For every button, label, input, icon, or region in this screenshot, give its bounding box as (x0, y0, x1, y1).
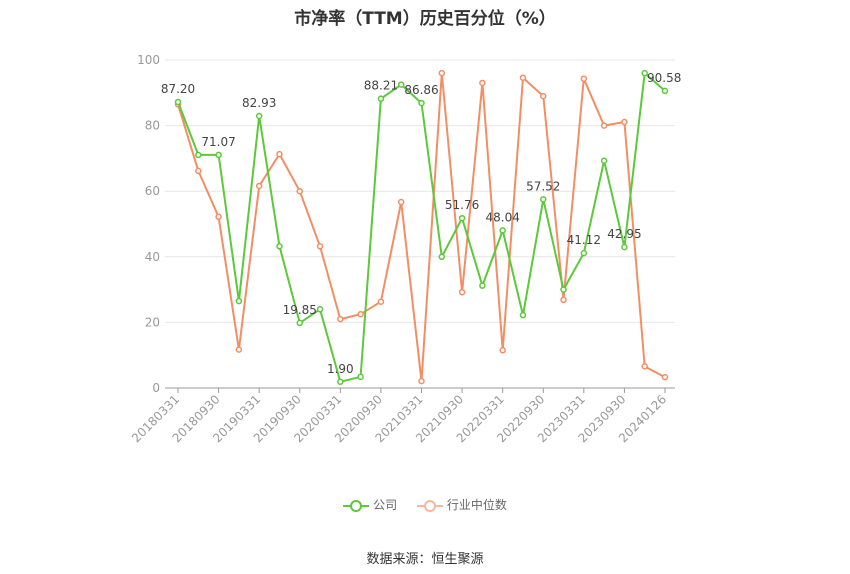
data-point-company (540, 196, 547, 203)
data-point-company (276, 243, 283, 250)
data-point-company (215, 151, 222, 159)
data-point-company (479, 282, 486, 289)
legend-item-company[interactable]: 公司 (343, 496, 397, 513)
data-label: 82.93 (242, 96, 276, 110)
data-point-company (235, 297, 243, 305)
legend-swatch-company (343, 499, 370, 512)
data-label: 86.86 (404, 83, 438, 97)
data-point-industry (337, 315, 344, 323)
data-point-industry (296, 187, 303, 195)
data-point-industry (641, 363, 648, 370)
data-label: 57.52 (526, 179, 560, 193)
data-point-company (661, 87, 669, 95)
data-point-company (316, 306, 324, 313)
data-point-company (195, 151, 202, 159)
data-point-company (580, 249, 588, 257)
y-tick-label: 40 (145, 250, 160, 264)
data-point-company (255, 112, 263, 120)
data-point-industry (499, 347, 506, 354)
legend-label-company: 公司 (373, 498, 398, 512)
data-source: 数据来源：恒生聚源 (366, 552, 484, 567)
data-point-industry (540, 92, 547, 100)
data-point-company (337, 378, 344, 386)
data-label: 51.76 (445, 198, 479, 212)
legend-label-industry: 行业中位数 (446, 498, 507, 512)
data-point-industry (255, 182, 263, 190)
data-point-company (621, 243, 628, 251)
data-point-company (499, 227, 506, 234)
data-point-company (458, 214, 466, 222)
data-point-company (600, 157, 608, 164)
data-point-company (438, 253, 446, 261)
data-point-industry (235, 346, 243, 353)
data-point-industry (580, 75, 588, 82)
data-point-company (296, 319, 303, 327)
series-line-industry (177, 72, 666, 383)
data-point-industry (621, 118, 628, 126)
data-label: 71.07 (201, 135, 235, 149)
y-tick-label: 100 (137, 53, 160, 67)
data-point-industry (276, 150, 283, 158)
y-tick-label: 80 (145, 119, 160, 133)
data-point-industry (600, 122, 608, 129)
data-point-industry (438, 69, 446, 77)
y-tick-label: 0 (152, 381, 160, 395)
data-point-company (641, 69, 648, 77)
data-point-industry (357, 310, 364, 318)
data-point-industry (519, 74, 527, 81)
data-label: 1.90 (327, 362, 354, 376)
data-point-industry (215, 213, 222, 221)
series-line-company (177, 72, 666, 383)
data-point-company (418, 99, 425, 107)
data-label: 48.04 (485, 210, 519, 224)
data-label: 87.20 (161, 82, 195, 96)
data-point-industry (316, 243, 324, 250)
data-label: 88.21 (364, 79, 398, 93)
data-point-company (357, 373, 364, 381)
y-tick-label: 60 (145, 184, 160, 198)
data-point-industry (661, 373, 669, 381)
legend-item-industry[interactable]: 行业中位数 (416, 496, 507, 513)
y-tick-label: 20 (145, 315, 160, 329)
data-point-industry (397, 198, 405, 206)
data-label: 42.95 (607, 227, 641, 241)
data-point-industry (458, 288, 466, 296)
data-point-company (560, 286, 567, 293)
data-point-company (519, 311, 527, 319)
data-point-company (397, 81, 405, 88)
data-point-industry (560, 296, 567, 304)
data-label: 41.12 (567, 233, 601, 247)
legend: 公司 行业中位数 (0, 496, 850, 513)
chart-title: 市净率（TTM）历史百分位（%） (294, 9, 556, 29)
legend-swatch-industry (416, 499, 443, 512)
data-label: 90.58 (647, 71, 681, 85)
data-point-industry (479, 79, 486, 87)
data-point-industry (418, 377, 425, 385)
data-point-industry (195, 167, 202, 175)
data-point-industry (377, 298, 385, 305)
data-point-company (377, 95, 385, 102)
data-label: 19.85 (283, 303, 317, 317)
data-point-company (174, 98, 182, 106)
